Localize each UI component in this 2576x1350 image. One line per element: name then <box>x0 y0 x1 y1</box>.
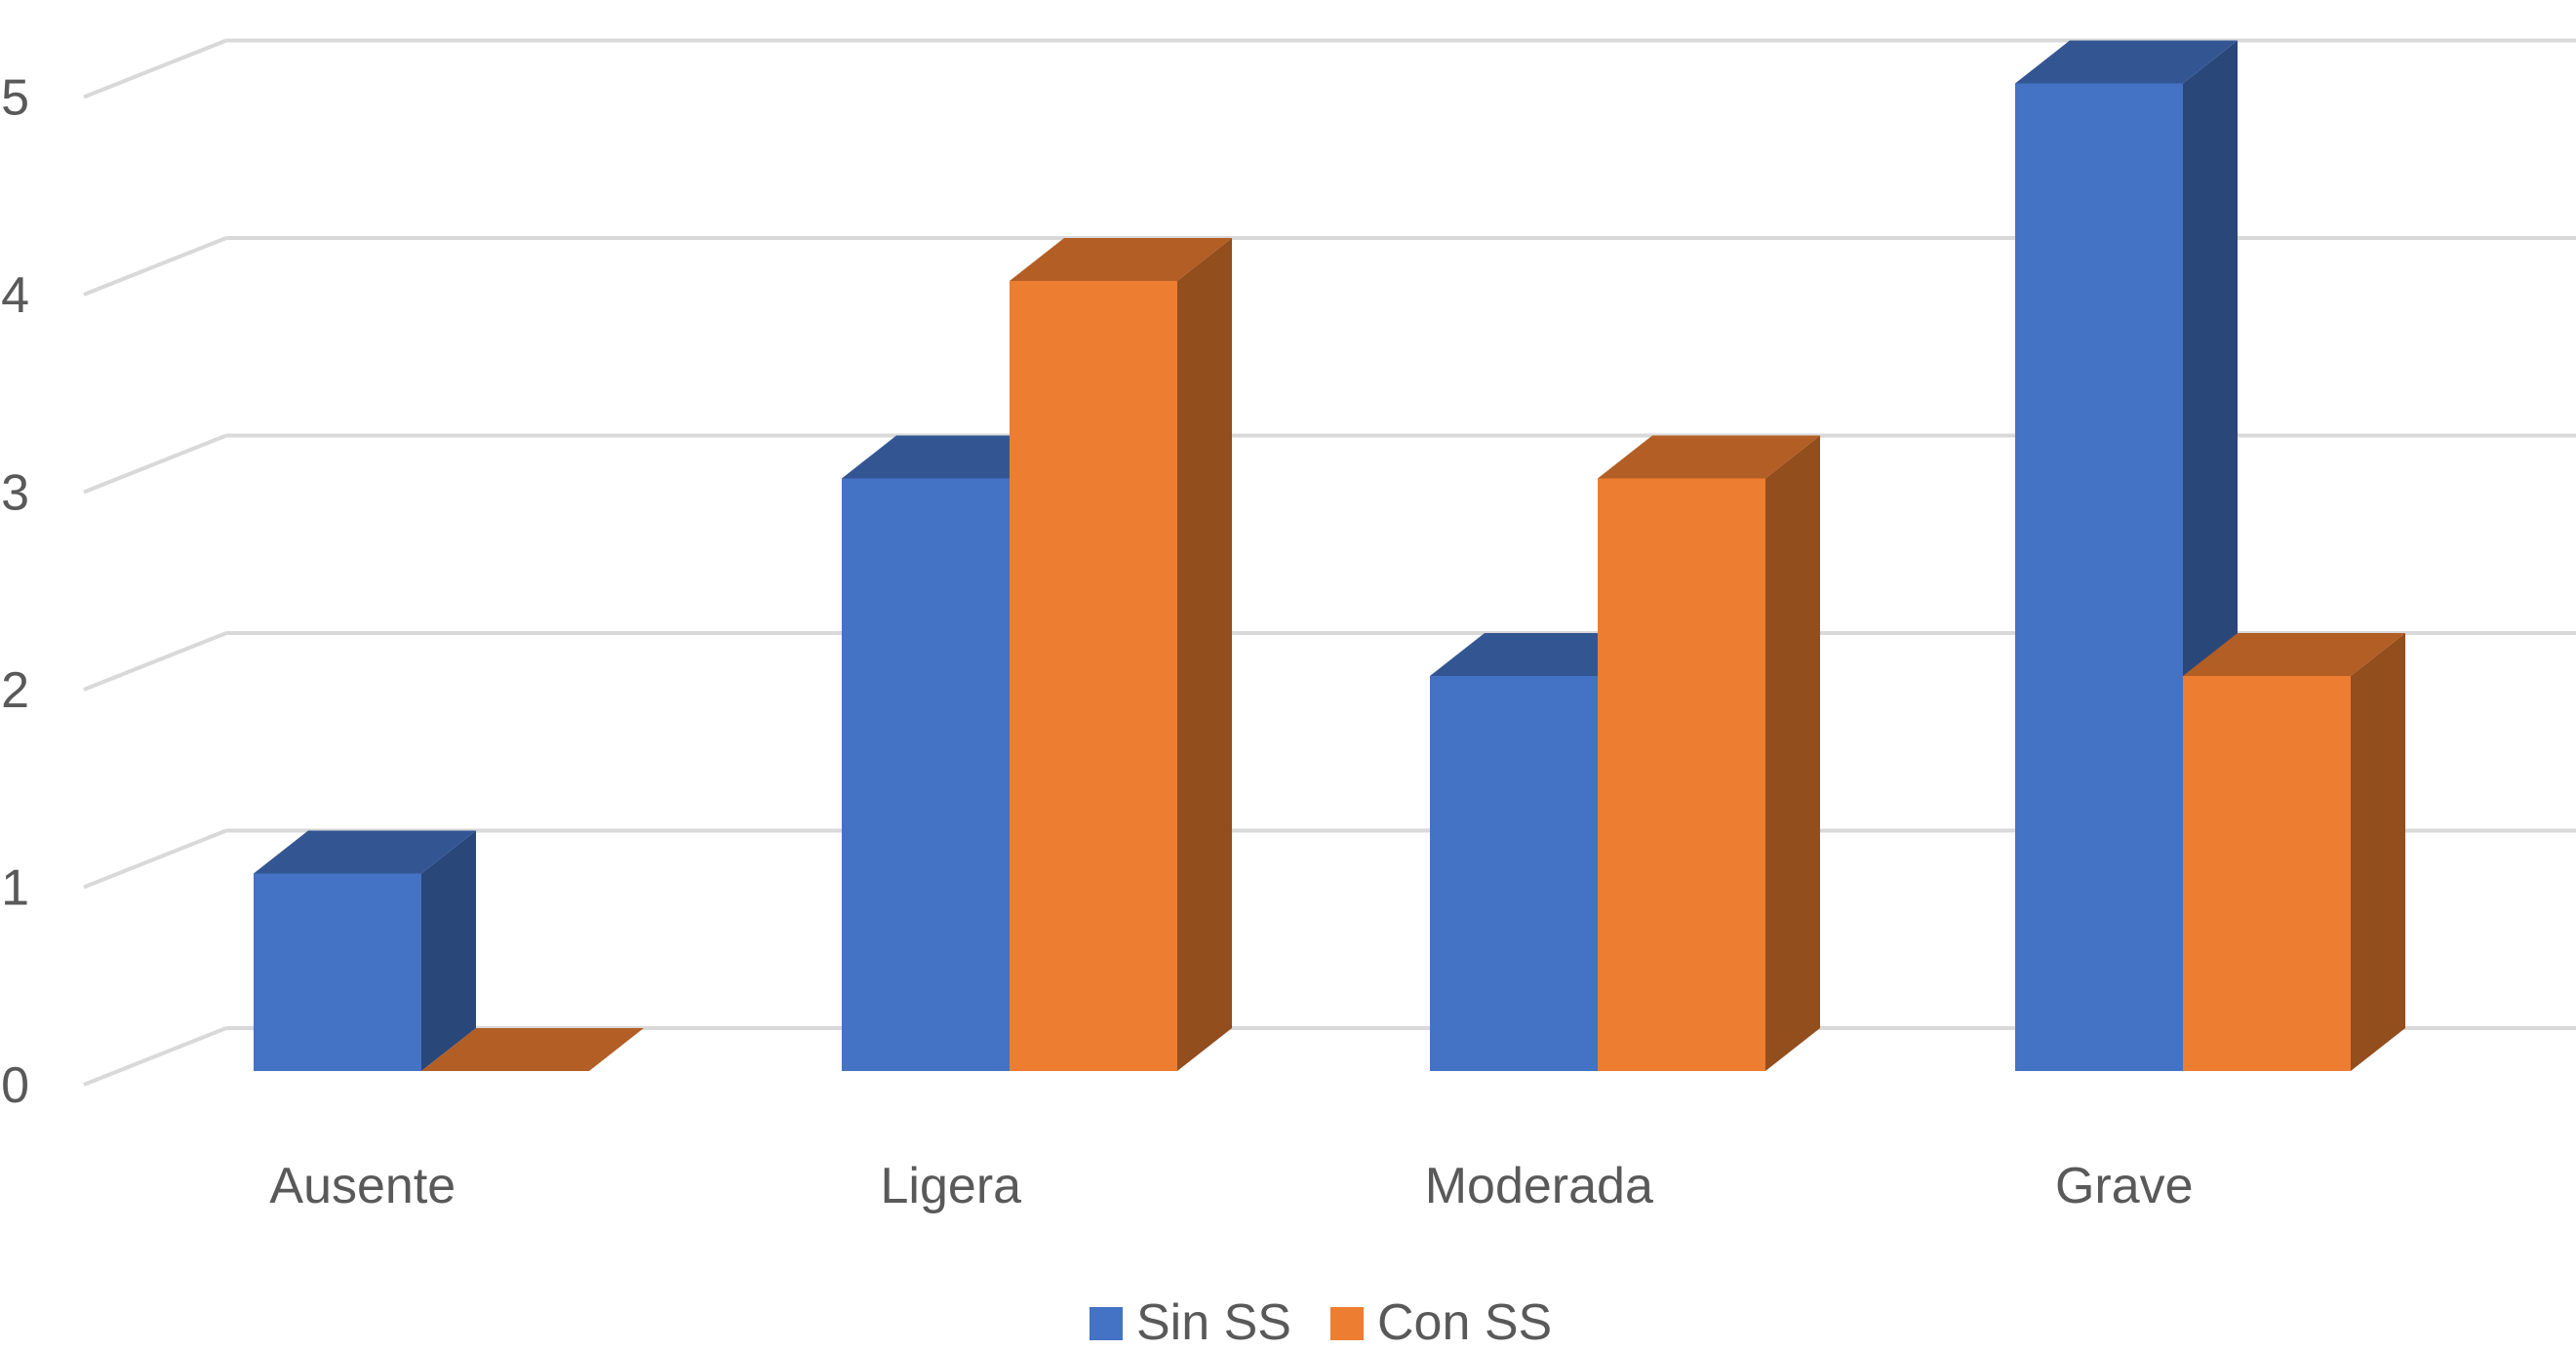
legend-label: Con SS <box>1377 1294 1552 1350</box>
y-tick-label: 0 <box>1 1057 29 1114</box>
bar-side <box>421 830 476 1071</box>
category-label: Ligera <box>881 1158 1022 1214</box>
gridline-side <box>83 1026 227 1087</box>
gridline-side <box>83 828 227 890</box>
legend-label: Sin SS <box>1136 1294 1291 1350</box>
y-tick-label: 2 <box>1 662 29 719</box>
bar-top <box>1010 238 1232 281</box>
gridline-side <box>83 38 227 99</box>
bar-side <box>1177 238 1232 1071</box>
legend-item: Con SS <box>1330 1294 1552 1350</box>
bars <box>254 40 2405 1071</box>
bar-front <box>254 873 421 1071</box>
y-tick-label: 5 <box>1 70 29 127</box>
bar-front <box>842 478 1010 1071</box>
legend: Sin SS Con SS <box>1090 1294 1552 1350</box>
bar-ausente-sin-ss <box>254 830 476 1071</box>
bar-ausente-con-ss <box>421 1028 644 1071</box>
bar-front <box>2183 676 2351 1071</box>
bar-top <box>842 435 1064 479</box>
bar-side <box>2351 633 2405 1071</box>
legend-item: Sin SS <box>1090 1294 1291 1350</box>
y-tick-label: 4 <box>1 267 29 324</box>
category-label: Ausente <box>269 1158 456 1214</box>
y-axis-ticks: 0 1 2 3 4 5 <box>1 70 29 1115</box>
bar-front <box>1430 676 1598 1071</box>
category-label: Grave <box>2055 1158 2194 1214</box>
bar-top <box>2183 633 2405 676</box>
gridline-side <box>83 236 227 297</box>
bar-top <box>254 830 476 874</box>
bar-top <box>1430 633 1652 676</box>
bar-front <box>1010 281 1177 1071</box>
bar-front <box>1598 478 1765 1071</box>
y-tick-label: 3 <box>1 465 29 522</box>
bar-side <box>1765 435 1820 1071</box>
bar-moderada-con-ss <box>1598 435 1820 1071</box>
bar-grave-sin-ss <box>2015 40 2238 1071</box>
bar-front <box>2015 83 2183 1071</box>
category-label: Moderada <box>1425 1158 1653 1214</box>
legend-swatch <box>1330 1307 1364 1340</box>
gridline-side <box>83 631 227 692</box>
bar-top <box>1598 435 1820 479</box>
bar-top <box>421 1028 644 1071</box>
category-labels: Ausente Ligera Moderada Grave <box>269 1158 2193 1214</box>
y-tick-label: 1 <box>1 860 29 917</box>
bar-ligera-con-ss <box>1010 238 1232 1071</box>
bar-top <box>2015 40 2238 84</box>
legend-swatch <box>1090 1307 1123 1340</box>
bar-grave-con-ss <box>2183 633 2405 1071</box>
gridline-side <box>83 433 227 495</box>
